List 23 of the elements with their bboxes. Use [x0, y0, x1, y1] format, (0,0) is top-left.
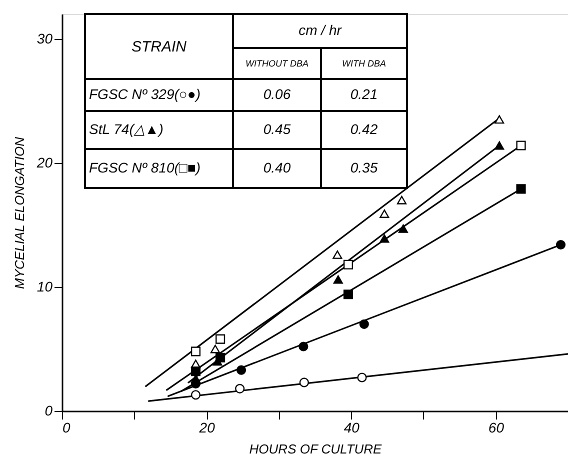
annotation: 0.21	[350, 86, 378, 102]
annotation: StL 74(△▲)	[89, 121, 164, 137]
annotation: 0.45	[263, 121, 291, 137]
annotation: FGSC Nº 329(○●)	[89, 86, 200, 102]
annotation: 0.35	[350, 160, 378, 176]
y-tick-label: 30	[36, 30, 53, 46]
annotation: STRAIN	[131, 38, 187, 56]
y-axis-title: MYCELIAL ELONGATION	[12, 136, 27, 289]
x-tick-label: 20	[198, 420, 216, 436]
annotation: 0.42	[350, 121, 378, 137]
x-tick-label: 0	[62, 420, 70, 436]
x-axis-title: HOURS OF CULTURE	[249, 442, 382, 456]
annotation: cm / hr	[298, 22, 343, 38]
y-tick-label: 10	[36, 278, 53, 294]
y-tick-label: 20	[36, 154, 53, 170]
x-tick-label: 40	[344, 420, 360, 436]
x-tick-label: 60	[488, 420, 504, 436]
annotation: WITHOUT DBA	[246, 58, 308, 68]
y-tick-label: 0	[44, 402, 53, 418]
annotation: 0.06	[263, 86, 291, 102]
annotation: FGSC Nº 810(□■)	[89, 160, 200, 176]
annotation: 0.40	[263, 160, 291, 176]
annotation: WITH DBA	[342, 58, 386, 68]
